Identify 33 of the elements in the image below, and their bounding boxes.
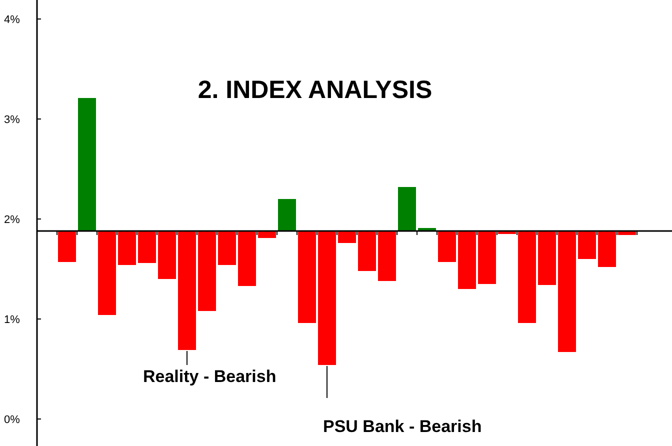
bar: [278, 199, 296, 231]
bar: [58, 231, 76, 262]
bar: [558, 231, 576, 352]
bar: [298, 231, 316, 323]
bar: [318, 231, 336, 365]
bar: [518, 231, 536, 323]
y-tick-label: 3%: [4, 114, 20, 126]
bar: [98, 231, 116, 315]
bar: [198, 231, 216, 311]
y-tick-label: 0%: [4, 414, 20, 426]
y-tick-label: 4%: [4, 14, 20, 26]
bar: [358, 231, 376, 271]
y-tick-label: 1%: [4, 314, 20, 326]
text: 2. INDEX ANALYSIS: [198, 76, 432, 104]
bar: [598, 231, 616, 267]
bar: [138, 231, 156, 263]
bar: [378, 231, 396, 281]
bar: [458, 231, 476, 289]
bar: [338, 231, 356, 243]
bar: [118, 231, 136, 265]
bar: [218, 231, 236, 265]
annotation: PSU Bank - Bearish: [323, 417, 482, 436]
bar: [158, 231, 176, 279]
bar: [478, 231, 496, 284]
y-tick-label: 2%: [4, 214, 20, 226]
annotation: Reality - Bearish: [143, 367, 276, 386]
bar: [538, 231, 556, 285]
bar: [178, 231, 196, 350]
bar: [78, 98, 96, 231]
bar: [438, 231, 456, 262]
bar: [398, 187, 416, 231]
bar: [578, 231, 596, 259]
bar: [238, 231, 256, 286]
